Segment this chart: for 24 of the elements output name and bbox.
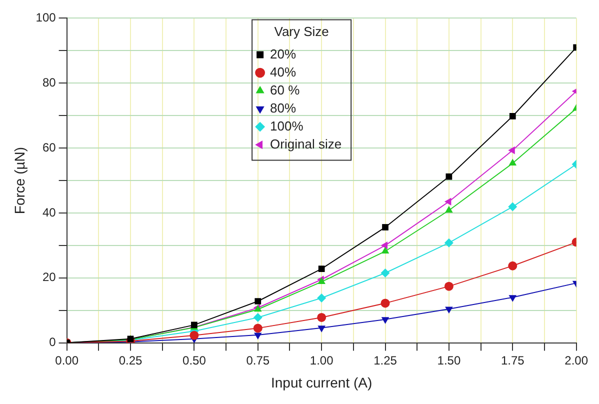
y-tick-label: 80 [42, 75, 56, 90]
y-tick-label: 0 [49, 335, 56, 350]
legend-label: 100% [270, 118, 304, 134]
y-tick-label: 100 [36, 10, 56, 25]
y-tick-label: 20 [42, 270, 56, 284]
legend-label: Original size [270, 136, 342, 152]
x-tick-label: 1.50 [437, 353, 461, 368]
legend-title: Vary Size [274, 24, 329, 39]
x-tick-label: 1.75 [500, 353, 525, 368]
y-tick-label: 60 [42, 140, 56, 154]
x-tick-label: 0.75 [246, 353, 270, 368]
x-tick-label: 0.25 [118, 353, 143, 368]
x-tick-label: 2.00 [564, 353, 588, 368]
legend-label: 40% [270, 64, 297, 80]
legend-label: 60 % [270, 82, 300, 98]
x-axis-title: Input current (A) [270, 374, 372, 390]
legend-label: 80% [270, 100, 297, 116]
x-tick-label: 1.00 [310, 353, 334, 368]
y-axis-title: Force (µN) [11, 146, 28, 214]
x-tick-label: 0.50 [182, 353, 206, 368]
y-tick-label: 40 [42, 205, 56, 220]
legend-label: 20% [270, 46, 297, 62]
x-tick-label: 0.00 [55, 353, 79, 368]
x-tick-label: 1.25 [374, 353, 398, 368]
